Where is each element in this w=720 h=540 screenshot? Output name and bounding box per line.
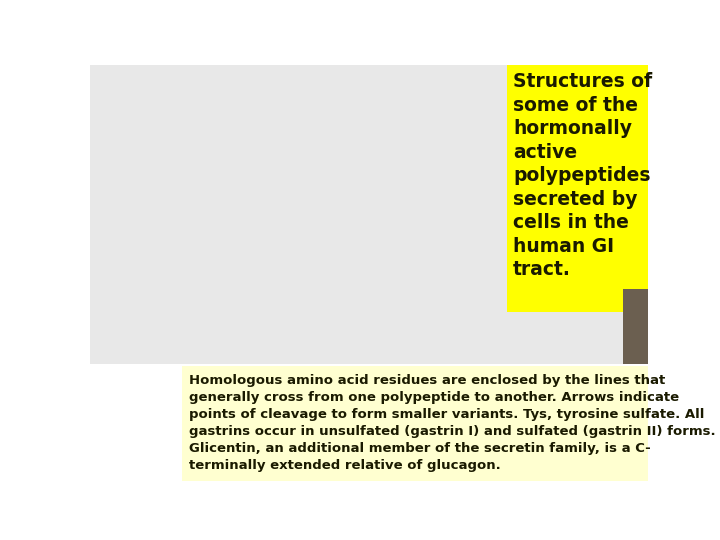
Bar <box>182 366 648 481</box>
Bar <box>508 65 648 312</box>
Text: Homologous amino acid residues are enclosed by the lines that
generally cross fr: Homologous amino acid residues are enclo… <box>189 374 716 472</box>
Bar <box>90 65 648 364</box>
Text: Structures of
some of the
hormonally
active
polypeptides
secreted by
cells in th: Structures of some of the hormonally act… <box>513 72 652 279</box>
Bar <box>623 289 648 364</box>
